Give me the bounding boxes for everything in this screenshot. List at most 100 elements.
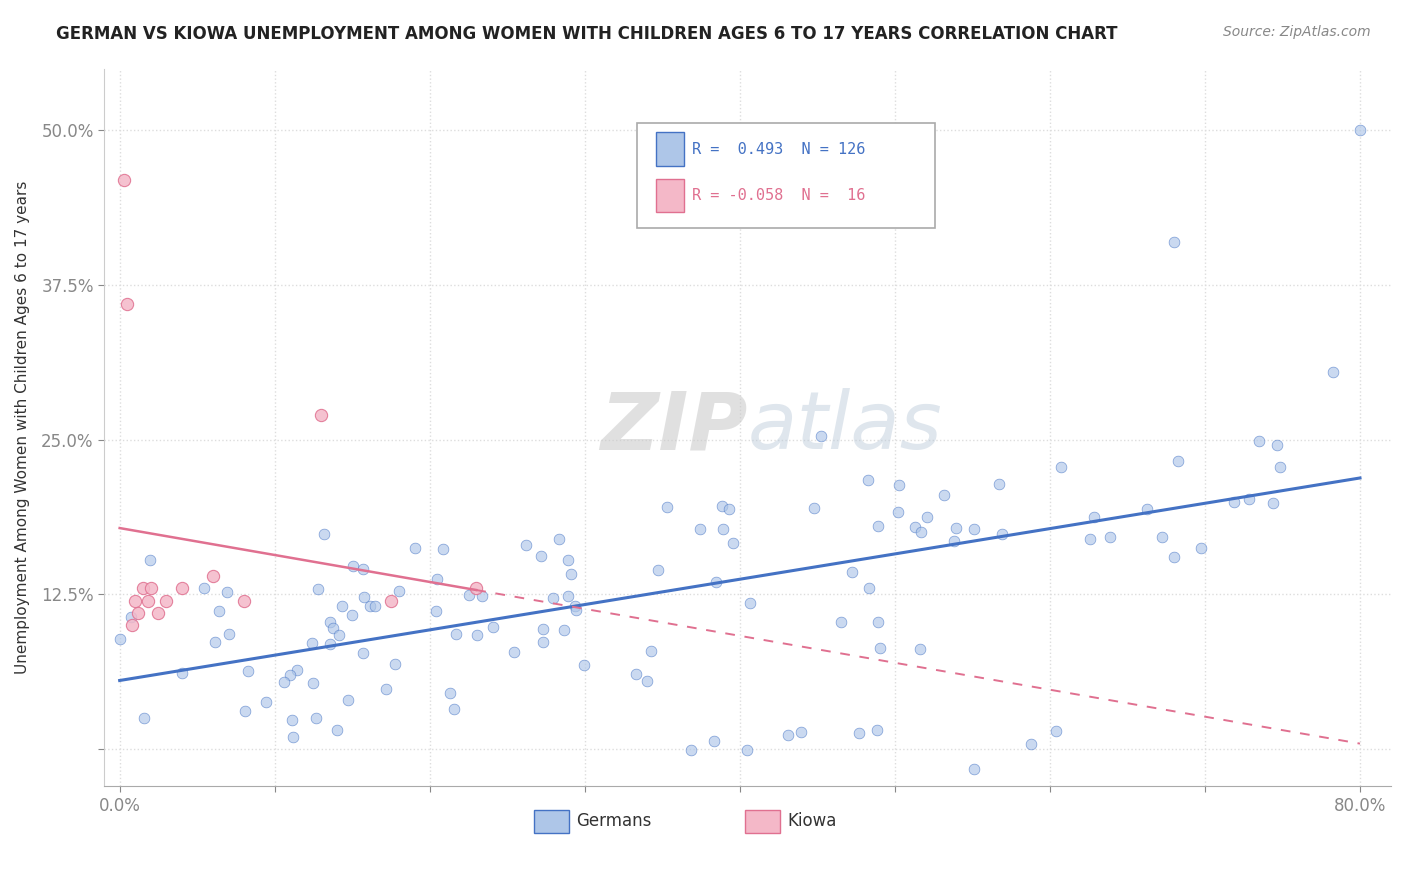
Point — [640, 644, 662, 658]
Point — [281, 714, 304, 728]
Point — [503, 645, 526, 659]
Point — [273, 675, 295, 690]
Text: ZIP: ZIP — [600, 388, 748, 467]
Point — [841, 565, 863, 579]
Point — [887, 477, 910, 491]
Point — [465, 581, 488, 595]
Point — [932, 488, 955, 502]
Point — [353, 590, 375, 604]
Point — [704, 574, 727, 589]
Point — [139, 553, 162, 567]
Point — [432, 541, 454, 556]
Point — [557, 589, 579, 603]
Point — [1163, 235, 1185, 249]
Text: GERMAN VS KIOWA UNEMPLOYMENT AMONG WOMEN WITH CHILDREN AGES 6 TO 17 YEARS CORREL: GERMAN VS KIOWA UNEMPLOYMENT AMONG WOMEN… — [56, 25, 1118, 43]
Point — [312, 527, 335, 541]
Point — [120, 610, 142, 624]
Point — [170, 581, 193, 595]
Point — [945, 520, 967, 534]
Point — [328, 628, 350, 642]
Point — [991, 527, 1014, 541]
Point — [1348, 123, 1371, 137]
Point — [254, 695, 277, 709]
Point — [342, 559, 364, 574]
Text: Germans: Germans — [576, 813, 652, 830]
Point — [380, 593, 402, 607]
Point — [1099, 530, 1122, 544]
Point — [655, 500, 678, 515]
Text: Kiowa: Kiowa — [787, 813, 837, 830]
Point — [352, 562, 374, 576]
Point — [564, 603, 586, 617]
Text: R =  0.493  N = 126: R = 0.493 N = 126 — [693, 142, 866, 157]
Point — [201, 569, 224, 583]
Point — [232, 593, 254, 607]
Point — [887, 505, 910, 519]
Point — [689, 522, 711, 536]
Point — [124, 593, 146, 607]
Point — [170, 665, 193, 680]
Point — [322, 621, 344, 635]
Point — [148, 606, 170, 620]
Point — [236, 664, 259, 678]
Point — [636, 674, 658, 689]
Point — [155, 593, 177, 607]
Point — [319, 615, 342, 629]
Point — [541, 591, 564, 605]
Point — [856, 473, 879, 487]
Point — [866, 519, 889, 533]
Point — [136, 593, 159, 607]
Point — [340, 608, 363, 623]
Point — [426, 572, 449, 586]
Point — [711, 522, 734, 536]
Point — [723, 536, 745, 550]
Point — [530, 549, 553, 564]
Point — [679, 743, 702, 757]
Point — [560, 566, 582, 581]
Point — [557, 552, 579, 566]
Point — [776, 728, 799, 742]
Point — [139, 581, 162, 595]
Point — [790, 725, 813, 739]
Point — [915, 509, 938, 524]
Point — [1270, 460, 1292, 475]
Point — [908, 642, 931, 657]
Point — [803, 500, 825, 515]
Point — [866, 615, 889, 629]
Point — [869, 640, 891, 655]
Text: Source: ZipAtlas.com: Source: ZipAtlas.com — [1223, 25, 1371, 39]
Point — [1237, 491, 1260, 506]
Point — [830, 615, 852, 629]
Point — [117, 296, 139, 310]
Point — [204, 635, 226, 649]
Point — [208, 604, 231, 618]
Point — [134, 711, 156, 725]
Point — [444, 627, 467, 641]
Point — [281, 730, 304, 744]
Point — [963, 522, 986, 536]
Point — [352, 646, 374, 660]
Point — [1050, 460, 1073, 475]
Point — [215, 584, 238, 599]
Point — [810, 428, 832, 442]
Point — [375, 682, 398, 697]
Point — [710, 499, 733, 513]
Point — [647, 563, 669, 577]
Point — [1167, 453, 1189, 467]
Text: R = -0.058  N =  16: R = -0.058 N = 16 — [693, 188, 866, 203]
Point — [988, 477, 1011, 491]
Point — [1191, 541, 1213, 555]
Point — [963, 762, 986, 776]
Point — [482, 620, 505, 634]
Point — [848, 725, 870, 739]
Point — [574, 657, 596, 672]
Point — [1078, 533, 1101, 547]
Point — [305, 711, 328, 725]
Point — [110, 632, 132, 647]
Point — [1222, 495, 1244, 509]
Point — [1021, 737, 1043, 751]
Point — [193, 581, 215, 595]
Point — [531, 622, 554, 636]
Point — [735, 742, 758, 756]
Point — [359, 599, 381, 613]
